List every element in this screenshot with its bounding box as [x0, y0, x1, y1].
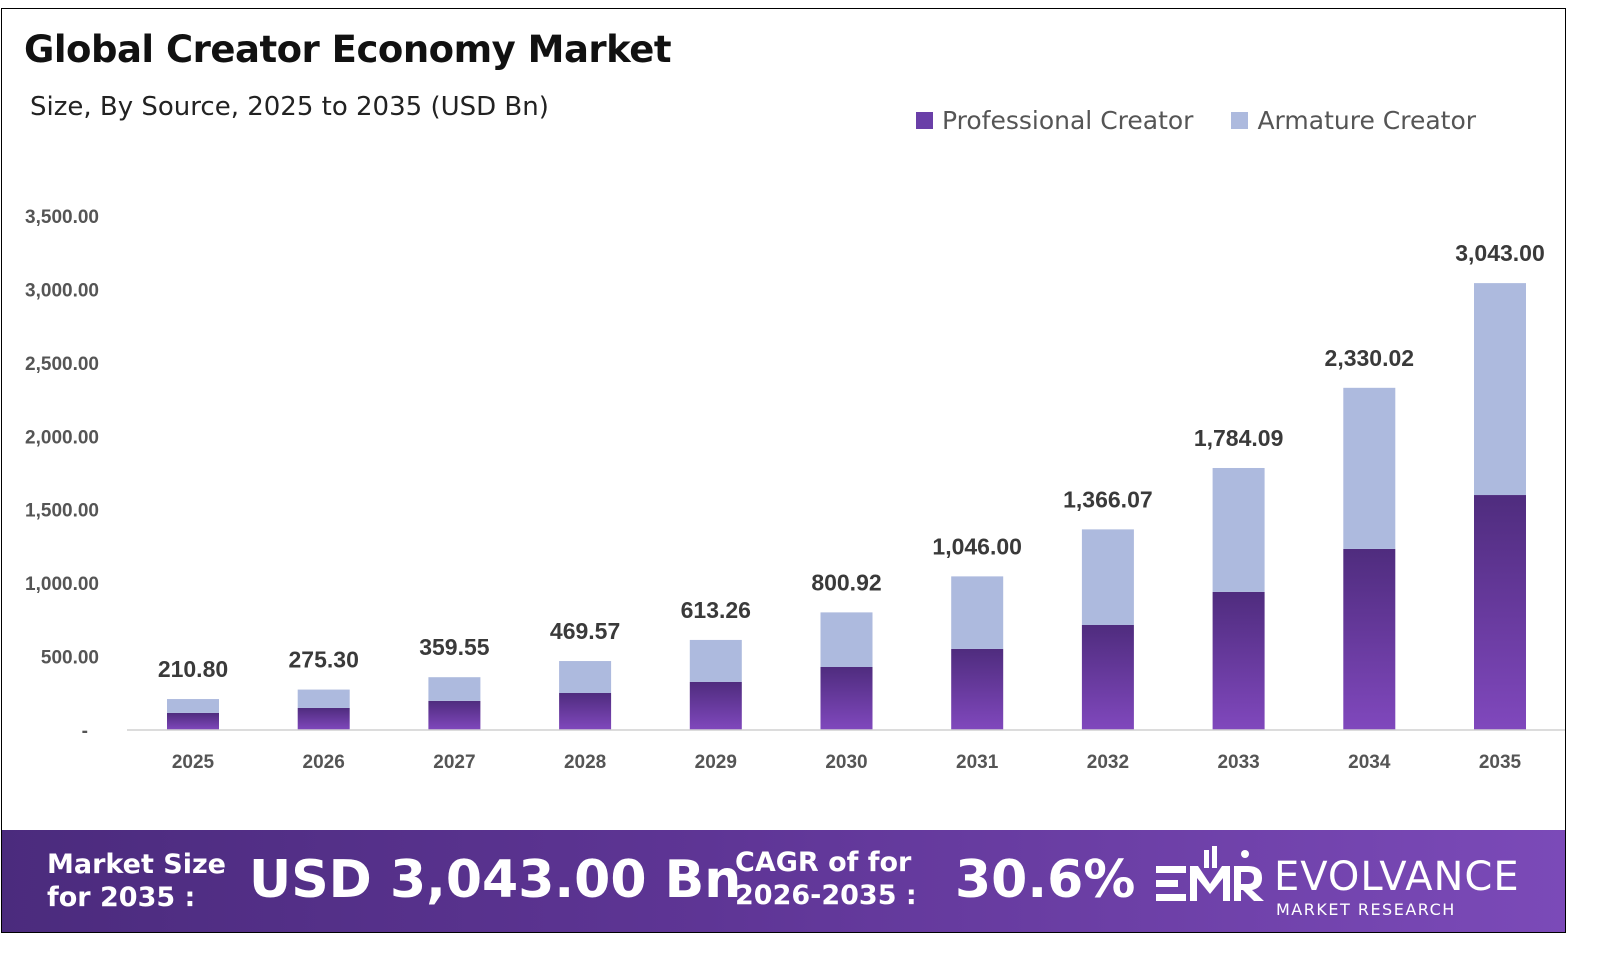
- market-size-label-line1: Market Size: [47, 849, 226, 880]
- bar-armature-creator: [297, 689, 350, 708]
- chart-title: Global Creator Economy Market: [24, 28, 672, 71]
- legend-label: Armature Creator: [1257, 106, 1477, 135]
- cagr-label-line2: 2026-2035 :: [735, 880, 917, 911]
- legend-swatch: [1231, 112, 1249, 129]
- bar-professional-creator: [428, 700, 481, 730]
- market-size-value: USD 3,043.00 Bn: [249, 850, 742, 910]
- total-data-label: 1,366.07: [1063, 486, 1153, 512]
- x-tick-label: 2032: [1087, 752, 1129, 773]
- bar-professional-creator: [1343, 548, 1396, 730]
- cagr-label-line1: CAGR of for: [735, 847, 912, 878]
- bar-professional-creator: [689, 681, 742, 730]
- bar-professional-creator: [820, 666, 873, 730]
- total-data-label: 275.30: [289, 647, 359, 673]
- total-data-label: 1,046.00: [932, 533, 1022, 559]
- bar-armature-creator: [820, 612, 873, 667]
- emr-logo-icon: [1156, 846, 1264, 901]
- bar-professional-creator: [1081, 624, 1134, 730]
- bar-professional-creator: [559, 692, 612, 730]
- summary-banner: Market Size for 2035 : USD 3,043.00 Bn C…: [2, 830, 1565, 932]
- total-data-label: 210.80: [158, 656, 228, 682]
- total-data-label: 613.26: [681, 597, 751, 623]
- x-tick-label: 2034: [1348, 752, 1391, 773]
- bar-armature-creator: [689, 639, 742, 682]
- legend-swatch: [916, 112, 933, 129]
- bar-professional-creator: [167, 712, 219, 730]
- bar-professional-creator: [951, 648, 1004, 730]
- bar-armature-creator: [951, 576, 1004, 649]
- x-tick-label: 2030: [825, 752, 867, 773]
- y-axis: - 500.00 1,000.00 1,500.00 2,000.00 2,500.00 3…: [25, 207, 99, 742]
- total-data-label: 1,784.09: [1194, 425, 1284, 451]
- chart-subtitle: Size, By Source, 2025 to 2035 (USD Bn): [30, 92, 549, 122]
- total-data-label: 2,330.02: [1325, 345, 1415, 371]
- legend-item-professional: Professional Creator: [916, 106, 1193, 135]
- bar-professional-creator: [1212, 591, 1265, 730]
- y-tick-label: 2,000.00: [25, 427, 99, 448]
- brand-name: EVOLVANCE: [1274, 854, 1520, 900]
- y-tick-label: 1,500.00: [25, 501, 99, 522]
- bars: 210.80 275.30 359.55 469.57 613.26 800.92 1,04…: [158, 240, 1545, 730]
- market-size-label: Market Size for 2035 :: [47, 848, 226, 914]
- chart-frame: [1, 8, 1566, 933]
- y-tick-label: -: [82, 721, 88, 742]
- brand-subtitle: MARKET RESEARCH: [1276, 900, 1456, 919]
- bar-armature-creator: [1343, 387, 1396, 549]
- x-tick-label: 2031: [956, 752, 999, 773]
- cagr-label: CAGR of for 2026-2035 :: [735, 846, 917, 912]
- y-tick-label: 1,000.00: [25, 574, 99, 595]
- total-data-label: 469.57: [550, 618, 620, 644]
- y-tick-label: 3,000.00: [25, 280, 99, 301]
- x-tick-label: 2027: [433, 752, 475, 773]
- total-data-label: 800.92: [811, 569, 881, 595]
- cagr-value: 30.6%: [955, 850, 1136, 910]
- legend: Professional Creator Armature Creator: [916, 106, 1476, 135]
- x-tick-label: 2028: [564, 752, 606, 773]
- y-tick-label: 2,500.00: [25, 354, 99, 375]
- market-size-label-line2: for 2035 :: [47, 882, 196, 913]
- bar-armature-creator: [1081, 529, 1134, 625]
- x-tick-label: 2033: [1217, 752, 1259, 773]
- bar-armature-creator: [559, 661, 612, 693]
- brand-logo: EVOLVANCE MARKET RESEARCH: [1152, 844, 1562, 924]
- total-data-label: 359.55: [419, 634, 490, 660]
- bar-armature-creator: [1474, 283, 1526, 496]
- total-data-label: 3,043.00: [1455, 240, 1545, 266]
- x-axis: 2025 2026 2027 2028 2029 2030 2031 2032 2033 2034…: [172, 752, 1522, 773]
- x-tick-label: 2035: [1479, 752, 1522, 773]
- bar-professional-creator: [1474, 495, 1526, 730]
- x-tick-label: 2029: [695, 752, 737, 773]
- y-tick-label: 500.00: [41, 648, 99, 669]
- legend-label: Professional Creator: [942, 106, 1194, 135]
- bar-professional-creator: [297, 707, 350, 730]
- bar-armature-creator: [428, 677, 481, 701]
- x-tick-label: 2025: [172, 752, 215, 773]
- x-tick-label: 2026: [303, 752, 345, 773]
- bar-chart: - 500.00 1,000.00 1,500.00 2,000.00 2,500.00 3…: [25, 207, 1565, 773]
- bar-armature-creator: [167, 699, 219, 713]
- y-tick-label: 3,500.00: [25, 207, 99, 228]
- legend-item-armature: Armature Creator: [1231, 106, 1476, 135]
- bar-armature-creator: [1212, 467, 1265, 592]
